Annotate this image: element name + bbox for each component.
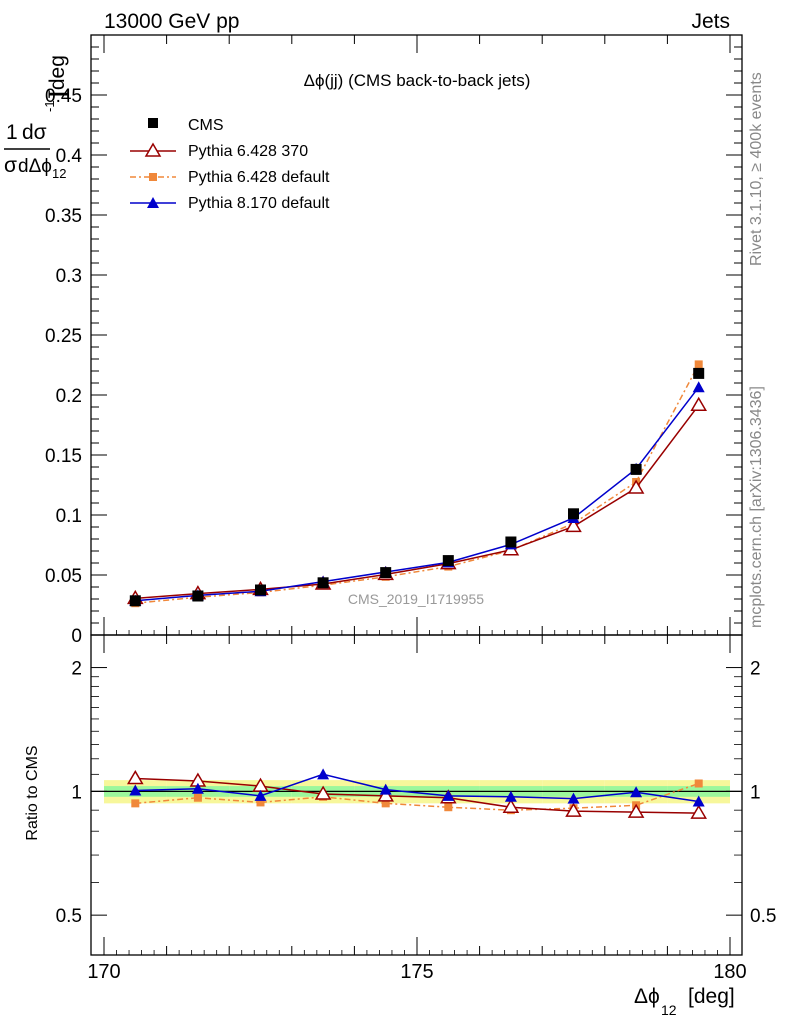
- y-title-sub: 12: [52, 166, 66, 181]
- ratio-point-pythia-6-428-370-6: [502, 798, 520, 813]
- legend-label-pythia6-370: Pythia 6.428 370: [188, 143, 308, 160]
- main-line-pythia-6-428-default: [135, 364, 700, 604]
- y-title-den2: dΔϕ: [18, 156, 52, 177]
- legend-item-cms: CMS: [148, 117, 224, 134]
- main-point-cms-2: [255, 584, 266, 596]
- ratio-point-pythia-8-170-default-1: [191, 782, 204, 794]
- legend-marker-pythia6-default: [149, 173, 157, 181]
- main-point-cms-7: [568, 508, 579, 520]
- ratio-point-pythia-8-170-default-0: [129, 784, 142, 796]
- main-ytick-label-9: 0.45: [45, 86, 82, 107]
- main-ytick-label-7: 0.35: [45, 206, 82, 227]
- main-y-axis-title: 1 dσ σ dΔϕ 12 [deg -1 ]: [4, 55, 69, 181]
- plot-title: Δϕ(jj) (CMS back-to-back jets): [304, 71, 531, 90]
- x-axis-title: Δϕ 12 [deg]: [634, 985, 735, 1018]
- y-title-unit-close: ]: [46, 92, 69, 98]
- watermark: CMS_2019_I1719955: [348, 591, 484, 607]
- ratio-y-title: Ratio to CMS: [24, 745, 41, 840]
- ratio-line-pythia-6-428-370: [135, 777, 699, 814]
- main-point-cms-8: [630, 463, 642, 475]
- y-title-den: σ: [4, 154, 17, 177]
- ratio-ytick-label-left-1: 1: [71, 782, 82, 803]
- ratio-xtick-label-2: 180: [713, 961, 746, 983]
- legend-item-pythia6-370: Pythia 6.428 370: [130, 142, 308, 160]
- legend-item-pythia6-default: Pythia 6.428 default: [130, 169, 330, 186]
- main-ytick-label-1: 0.05: [45, 566, 82, 587]
- ratio-point-pythia-8-170-default-5: [442, 789, 455, 801]
- main-ytick-label-8: 0.4: [56, 146, 83, 167]
- ratio-point-pythia-8-170-default-9: [692, 795, 705, 807]
- ratio-point-pythia-6-428-370-8: [627, 803, 645, 818]
- ratio-ytick-label-left-0: 0.5: [56, 906, 82, 927]
- ratio-point-pythia-6-428-default-4: [381, 799, 390, 808]
- x-title-unit: [deg]: [688, 985, 735, 1008]
- y-title-dsigma: dσ: [22, 121, 47, 144]
- legend-label-cms: CMS: [188, 117, 224, 134]
- y-title-one: 1: [6, 121, 18, 144]
- ratio-ytick-label-right-1: 1: [750, 782, 761, 803]
- main-point-cms-4: [380, 567, 392, 579]
- ratio-line-pythia-8-170-default: [135, 773, 699, 803]
- main-point-cms-5: [442, 555, 454, 567]
- ratio-point-pythia-6-428-370-7: [565, 802, 582, 817]
- rivet-label: Rivet 3.1.10, ≥ 400k events: [748, 72, 765, 266]
- header-right: Jets: [691, 10, 730, 33]
- x-title-dphi: Δϕ: [634, 985, 660, 1008]
- ratio-xtick-label-0: 170: [87, 961, 120, 983]
- main-point-cms-0: [129, 595, 141, 607]
- main-ytick-label-5: 0.25: [45, 326, 82, 347]
- main-point-pythia-6-428-370-7: [565, 517, 582, 533]
- main-line-pythia-6-428-370: [135, 404, 700, 600]
- x-title-sub: 12: [661, 1002, 677, 1018]
- ratio-point-pythia-6-428-370-9: [690, 804, 708, 819]
- ratio-point-pythia-8-170-default-3: [317, 768, 330, 780]
- ratio-point-pythia-6-428-370-4: [377, 787, 395, 802]
- ratio-ytick-label-right-0: 0.5: [750, 906, 776, 927]
- main-ytick-label-6: 0.3: [56, 266, 82, 287]
- y-title-unit-exp: -1: [42, 100, 57, 112]
- ratio-point-pythia-6-428-370-3: [314, 785, 332, 800]
- main-line-pythia-8-170-default: [135, 386, 700, 602]
- main-ytick-label-2: 0.1: [56, 506, 82, 527]
- main-point-pythia-6-428-370-9: [690, 396, 708, 411]
- ratio-xtick-label-1: 175: [400, 961, 433, 983]
- main-point-cms-9: [693, 367, 705, 379]
- ratio-ytick-label-right-2: 2: [750, 659, 761, 680]
- main-ytick-label-0: 0: [71, 626, 82, 647]
- ratio-point-pythia-8-170-default-4: [379, 783, 392, 795]
- legend-label-pythia6-default: Pythia 6.428 default: [188, 169, 330, 186]
- ratio-point-pythia-6-428-default-9: [694, 779, 703, 788]
- ratio-point-pythia-6-428-default-1: [193, 793, 202, 802]
- ratio-point-pythia-6-428-370-0: [126, 769, 144, 785]
- legend: CMS Pythia 6.428 370 Pythia 6.428 defaul…: [130, 117, 330, 212]
- ratio-point-pythia-6-428-default-2: [256, 798, 265, 807]
- legend-marker-cms: [148, 118, 158, 128]
- main-point-cms-6: [505, 536, 517, 548]
- ratio-point-pythia-8-170-default-7: [567, 792, 580, 804]
- legend-marker-pythia8: [147, 197, 159, 208]
- legend-label-pythia8: Pythia 8.170 default: [188, 195, 330, 212]
- mcplots-label: mcplots.cern.ch [arXiv:1306.3436]: [748, 386, 765, 628]
- ratio-point-pythia-6-428-default-5: [444, 803, 453, 812]
- main-point-cms-1: [192, 590, 204, 602]
- main-ytick-label-3: 0.15: [45, 446, 82, 467]
- ratio-point-pythia-8-170-default-8: [630, 786, 643, 798]
- ratio-point-pythia-6-428-default-0: [131, 799, 140, 808]
- ratio-point-pythia-8-170-default-6: [504, 790, 517, 802]
- ratio-line-pythia-6-428-default: [135, 782, 699, 811]
- main-point-cms-3: [317, 577, 329, 589]
- y-title-unit: [deg: [46, 55, 69, 96]
- main-point-pythia-8-170-default-9: [692, 381, 705, 393]
- main-ytick-label-4: 0.2: [56, 386, 82, 407]
- legend-marker-pythia6-370: [144, 142, 162, 157]
- ratio-point-pythia-8-170-default-2: [254, 789, 267, 801]
- main-point-pythia-6-428-370-8: [627, 479, 645, 494]
- legend-item-pythia8: Pythia 8.170 default: [130, 195, 330, 212]
- header-left: 13000 GeV pp: [104, 10, 239, 33]
- ratio-ytick-label-left-2: 2: [71, 659, 82, 680]
- main-point-pythia-6-428-default-9: [694, 360, 703, 369]
